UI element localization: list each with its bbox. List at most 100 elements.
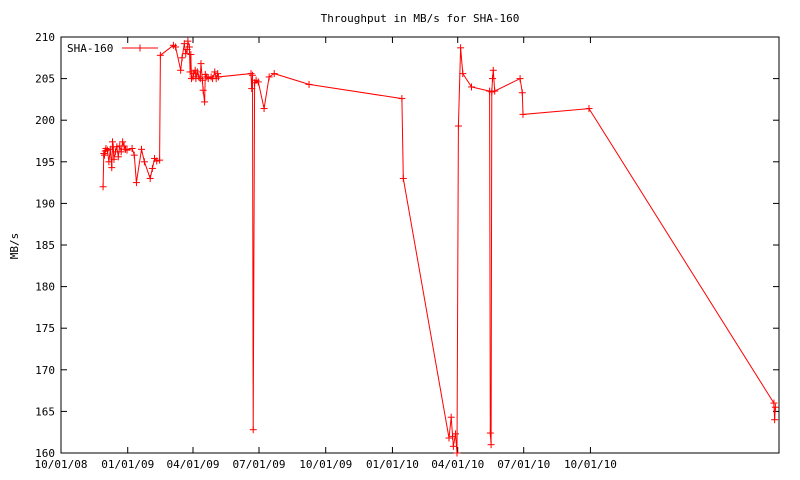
data-point (399, 174, 407, 182)
x-tick-label: 10/01/09 (299, 458, 352, 471)
data-point (260, 105, 268, 113)
x-tick-label: 10/01/10 (564, 458, 617, 471)
data-point (447, 413, 455, 421)
y-tick-label: 185 (35, 239, 55, 252)
data-point (110, 155, 118, 163)
data-point (199, 86, 207, 94)
data-point (108, 138, 116, 146)
data-point (248, 71, 256, 79)
data-point (148, 164, 156, 172)
y-tick-label: 180 (35, 281, 55, 294)
data-point (197, 60, 205, 68)
data-point (467, 83, 475, 91)
data-point (117, 148, 125, 156)
chart-title: Throughput in MB/s for SHA-160 (321, 12, 520, 25)
data-point (452, 430, 460, 438)
data-point (519, 110, 527, 118)
data-point (247, 70, 255, 78)
data-point (193, 68, 201, 76)
data-point (445, 434, 453, 442)
x-axis: 10/01/08 01/01/09 04/01/09 07/01/09 10/01/09… (35, 37, 617, 471)
data-point (182, 50, 190, 58)
data-point (172, 43, 180, 51)
data-point (453, 449, 461, 457)
data-point (211, 68, 219, 76)
y-tick-label: 160 (35, 447, 55, 460)
x-tick-label: 07/01/10 (497, 458, 550, 471)
x-tick-label: 01/01/10 (366, 458, 419, 471)
data-point (185, 43, 193, 51)
data-point (108, 164, 116, 172)
data-point (270, 70, 278, 78)
data-point (249, 426, 257, 434)
data-point (454, 122, 462, 130)
data-point (101, 151, 109, 159)
y-tick-label: 195 (35, 156, 55, 169)
data-point (128, 144, 136, 152)
data-point (119, 138, 127, 146)
data-point (198, 76, 206, 84)
data-point (177, 66, 185, 74)
data-point (248, 85, 256, 93)
x-tick-label: 01/01/09 (101, 458, 154, 471)
data-point (771, 403, 779, 411)
data-point (305, 80, 313, 88)
data-point (489, 66, 497, 74)
data-point (489, 75, 497, 83)
y-tick-label: 170 (35, 364, 55, 377)
data-point (187, 50, 195, 58)
data-point (123, 146, 131, 154)
data-point (130, 151, 138, 159)
data-point (398, 95, 406, 103)
data-point (102, 144, 110, 152)
data-point (486, 429, 494, 437)
data-point (146, 174, 154, 182)
data-point (214, 73, 222, 81)
data-point (195, 73, 203, 81)
data-point (156, 51, 164, 59)
x-tick-label: 04/01/09 (167, 458, 220, 471)
x-tick-label: 07/01/09 (233, 458, 286, 471)
data-point (771, 416, 779, 424)
data-point (132, 179, 140, 187)
data-point (254, 78, 262, 86)
data-point (105, 158, 113, 166)
y-tick-label: 190 (35, 197, 55, 210)
data-point (457, 44, 465, 52)
data-point (138, 145, 146, 153)
legend-plus-marker (136, 44, 144, 52)
data-point (120, 142, 128, 150)
data-point (178, 54, 186, 62)
y-tick-label: 200 (35, 114, 55, 127)
data-point (153, 157, 161, 165)
data-point (190, 70, 198, 78)
data-point (265, 73, 273, 81)
data-point (516, 75, 524, 83)
data-point (113, 143, 121, 151)
data-point (449, 442, 457, 450)
data-point (180, 40, 188, 48)
data-point (122, 145, 130, 153)
y-tick-label: 205 (35, 73, 55, 86)
y-tick-label: 210 (35, 31, 55, 44)
data-point (491, 87, 499, 95)
data-point (459, 70, 467, 78)
data-point (518, 89, 526, 97)
data-point (186, 68, 194, 76)
y-tick-label: 165 (35, 405, 55, 418)
data-point (770, 399, 778, 407)
data-point (585, 105, 593, 113)
data-point (487, 441, 495, 449)
data-point (103, 146, 111, 154)
legend: SHA-160 (67, 42, 158, 55)
series-layer (99, 37, 779, 457)
x-tick-label: 04/01/10 (431, 458, 484, 471)
y-axis: 160 165 170 175 180 185 190 195 200 205 210 (35, 31, 779, 460)
data-point (156, 156, 164, 164)
data-point (99, 183, 107, 191)
data-point (207, 73, 215, 81)
data-point (214, 70, 222, 78)
legend-label: SHA-160 (67, 42, 113, 55)
